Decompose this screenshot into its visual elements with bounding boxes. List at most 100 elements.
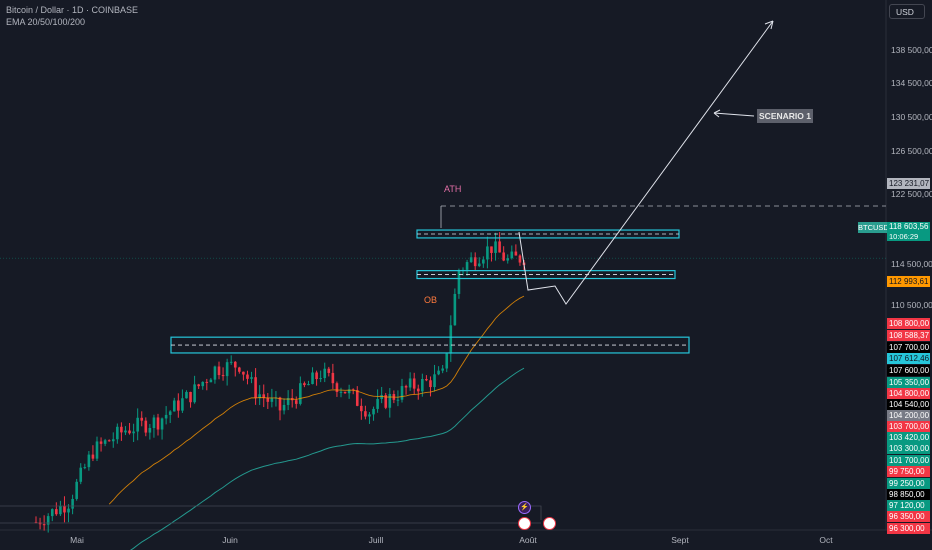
candle-body: [421, 379, 424, 392]
price-label: 130 500,00: [891, 112, 932, 122]
scenario-pointer: [713, 112, 755, 117]
candle-body: [400, 386, 404, 400]
candle-body: [294, 400, 298, 404]
price-tag: 99 250,00: [887, 478, 930, 489]
candle-body: [376, 398, 379, 409]
ath-label[interactable]: ATH: [444, 184, 462, 194]
candle-body: [278, 397, 282, 411]
price-tag: 99 750,00: [887, 466, 930, 477]
candle-body: [347, 389, 351, 394]
price-tag: 103 420,00: [887, 432, 930, 443]
candle-body: [486, 246, 489, 260]
price-tag: 97 120,00: [887, 500, 930, 511]
candle-body: [323, 368, 327, 379]
candle-body: [140, 417, 144, 421]
currency-button[interactable]: USD: [889, 4, 925, 19]
candle-body: [429, 380, 432, 388]
candle-body: [433, 374, 436, 388]
candle-body: [168, 411, 172, 415]
price-label: 110 500,00: [891, 300, 932, 310]
us-flag-event-icon[interactable]: [518, 517, 531, 530]
candle-body: [246, 374, 249, 379]
price-tag: 104 540,00: [887, 399, 930, 410]
time-label: Juill: [368, 535, 384, 545]
candle-body: [408, 378, 412, 388]
arrow-head: [713, 109, 721, 118]
candle-body: [262, 394, 266, 399]
candle-body: [372, 408, 375, 415]
drawings-group[interactable]: [0, 20, 886, 524]
candle-body: [67, 508, 70, 513]
time-label: Juin: [222, 535, 238, 545]
price-tag: 101 700,00: [887, 455, 930, 466]
arrow-head: [764, 20, 774, 30]
ema-50-line: [108, 295, 525, 505]
symbol-title[interactable]: Bitcoin / Dollar · 1D · COINBASE: [6, 5, 139, 15]
candle-body: [156, 417, 160, 430]
candle-body: [193, 384, 196, 403]
candle-body: [221, 375, 225, 377]
candle-body: [258, 394, 261, 399]
price-tag: 103 300,00: [887, 443, 930, 454]
candle-body: [50, 509, 54, 517]
price-tag: 104 800,00: [887, 388, 930, 399]
candle-body: [360, 405, 363, 412]
candle-body: [441, 368, 444, 371]
candle-body: [510, 251, 514, 259]
candle-body: [116, 426, 119, 440]
candle-body: [217, 366, 221, 376]
candle-body: [307, 384, 310, 386]
candle-body: [449, 325, 453, 354]
candle-body: [368, 414, 371, 417]
candle-body: [453, 293, 457, 326]
zones-group[interactable]: [170, 229, 690, 354]
candle-body: [148, 428, 152, 433]
candle-body: [197, 384, 200, 387]
ob-label[interactable]: OB: [424, 295, 438, 305]
candle-body: [185, 391, 188, 399]
price-tag: 107 700,00: [887, 342, 930, 353]
candle-body: [490, 246, 493, 253]
symbol-price-tag: BTCUSD: [858, 222, 889, 233]
candle-body: [311, 372, 314, 385]
candle-body: [229, 361, 233, 363]
candle-body: [388, 394, 392, 408]
candle-body: [152, 417, 156, 429]
candle-body: [465, 262, 469, 270]
candle-body: [477, 263, 481, 267]
price-label: 114 500,00: [891, 259, 932, 269]
candle-body: [502, 252, 505, 261]
candle-body: [457, 270, 461, 294]
candle-body: [63, 505, 66, 513]
zone-box: [416, 229, 680, 239]
price-tag: 112 993,61: [887, 276, 930, 287]
candle-body: [55, 509, 58, 515]
price-tag: 96 350,00: [887, 511, 930, 522]
candle-body: [506, 258, 510, 261]
candle-body: [343, 391, 347, 394]
candle-body: [445, 353, 449, 369]
price-label: 126 500,00: [891, 146, 932, 156]
candle-body: [473, 257, 477, 267]
candle-body: [303, 383, 306, 386]
price-tag: 98 850,00: [887, 489, 930, 500]
price-label: 138 500,00: [891, 45, 932, 55]
candle-body: [213, 366, 217, 380]
scenario-label[interactable]: SCENARIO 1: [757, 109, 813, 123]
lightning-icon[interactable]: ⚡: [518, 501, 531, 514]
candle-body: [380, 395, 383, 399]
us-flag-event-icon[interactable]: [543, 517, 556, 530]
scenario-path: [518, 20, 774, 305]
indicator-legend[interactable]: EMA 20/50/100/200: [6, 17, 86, 27]
candle-body: [209, 379, 213, 383]
time-label: Sept: [671, 535, 689, 545]
candle-body: [91, 454, 95, 459]
price-tag: 108 800,00: [887, 318, 930, 329]
candle-body: [83, 467, 87, 469]
candle-body: [494, 241, 497, 253]
candle-body: [205, 381, 209, 383]
price-tag: 107 612,46: [887, 353, 930, 364]
price-tag: 108 588,37: [887, 330, 930, 341]
candle-body: [189, 391, 192, 403]
